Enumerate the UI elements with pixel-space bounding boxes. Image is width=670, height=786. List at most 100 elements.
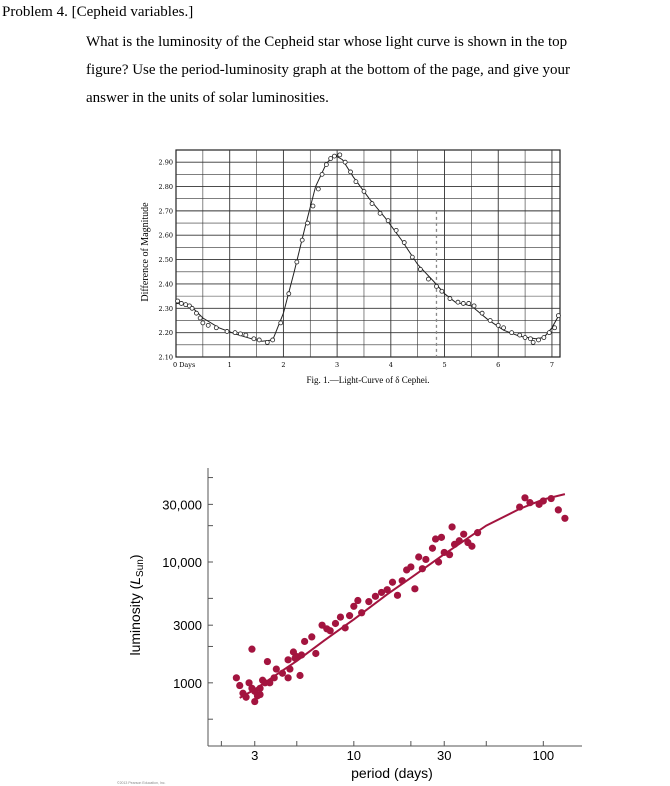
light-curve-point	[487, 318, 493, 323]
light-curve-point	[310, 203, 316, 209]
pl-y-label-symbol: L	[127, 577, 143, 585]
light-curve-point	[361, 188, 367, 194]
light-curve-point	[426, 276, 431, 282]
light-curve-point	[175, 298, 181, 304]
copyright: ©2013 Pearson Education, Inc.	[117, 781, 166, 785]
light-curve-point	[323, 162, 329, 168]
pl-y-label: luminosity (LSun)	[127, 554, 146, 655]
pl-point	[431, 535, 440, 543]
pl-point	[326, 627, 334, 635]
pl-point	[398, 577, 406, 585]
pl-point	[516, 503, 524, 511]
light-curve-point	[294, 259, 300, 265]
light-curve-point	[342, 159, 348, 165]
pl-point	[284, 656, 292, 664]
light-curve-point	[224, 329, 230, 334]
pl-y-tick-label: 1000	[173, 676, 202, 691]
light-curve-point	[337, 152, 343, 158]
light-curve-point	[501, 325, 507, 331]
light-curve-point	[385, 218, 391, 224]
light-curve-point	[319, 171, 325, 177]
pl-point	[251, 697, 259, 706]
light-curve-point	[286, 291, 292, 297]
light-curve-frame	[175, 149, 561, 358]
pl-point	[354, 596, 362, 605]
pl-x-tick-label: 3	[251, 748, 258, 763]
light-curve-point	[270, 337, 276, 343]
period-luminosity-chart: 1000 3000 10,000 30,000 3 10 30 100 period (da…	[117, 468, 582, 785]
pl-point	[256, 684, 264, 692]
pl-point	[460, 530, 468, 538]
pl-point	[418, 565, 426, 573]
light-curve-point	[205, 322, 211, 328]
pl-point	[336, 613, 345, 621]
pl-point	[242, 693, 250, 701]
light-curve-point	[455, 299, 461, 305]
light-curve-point	[200, 320, 206, 326]
light-curve-point	[251, 336, 257, 342]
light-curve-chart: 2.90 2.80 2.70 2.60 2.50 2.40 2.30 2.20 2.10 0 D…	[140, 149, 561, 385]
light-curve-y-tick-label: 2.80	[159, 183, 173, 191]
light-curve-point	[213, 325, 219, 331]
light-curve-point	[528, 336, 533, 342]
pl-point	[521, 494, 529, 502]
light-curve-point	[353, 179, 359, 185]
pl-x-label: period (days)	[351, 765, 433, 781]
pl-point	[270, 674, 278, 682]
light-curve-point	[377, 210, 383, 216]
light-curve-point	[546, 330, 552, 336]
pl-y-tick-label: 10,000	[162, 555, 202, 570]
light-curve-point	[409, 254, 415, 260]
pl-point	[445, 551, 454, 559]
problem-text-line-3: answer in the units of solar luminositie…	[86, 90, 329, 106]
pl-point	[301, 637, 309, 646]
pl-y-tick-label: 3000	[173, 618, 202, 633]
pl-point	[526, 499, 534, 507]
light-curve-x-tick-label: 7	[550, 361, 554, 369]
pl-point	[547, 494, 555, 503]
light-curve-line	[175, 154, 561, 342]
pl-x-tick-label: 30	[437, 748, 451, 763]
light-curve-x-tick-label: 0 Days	[173, 361, 195, 369]
light-curve-grid	[175, 149, 561, 358]
light-curve-point	[434, 283, 439, 289]
problem-heading: Problem 4. [Cepheid variables.]	[2, 4, 194, 20]
pl-point	[296, 671, 304, 680]
light-curve-x-tick-label: 2	[281, 361, 285, 369]
pl-point	[245, 679, 253, 687]
light-curve-point	[256, 337, 262, 343]
light-curve-point	[278, 320, 284, 326]
pl-point	[422, 555, 430, 564]
light-curve-x-tick-label: 4	[389, 361, 393, 369]
light-curve-y-ticks: 2.90 2.80 2.70 2.60 2.50 2.40 2.30 2.20 2.10	[159, 159, 173, 362]
light-curve-point	[305, 220, 310, 226]
light-curve-point	[369, 201, 375, 206]
light-curve-point	[328, 156, 334, 161]
light-curve-x-tick-label: 5	[442, 361, 446, 369]
light-curve-x-tick-label: 6	[496, 361, 500, 369]
pl-point	[312, 649, 320, 658]
pl-point	[341, 624, 349, 632]
pl-point	[448, 523, 456, 531]
pl-y-label-sub: Sun	[135, 559, 146, 577]
light-curve-point	[197, 315, 203, 321]
light-curve-x-tick-label: 1	[228, 361, 232, 369]
light-curve-point	[232, 330, 238, 336]
pl-point	[272, 665, 280, 673]
light-curve-point	[471, 303, 477, 309]
pl-x-ticks: 3 10 30 100	[251, 741, 554, 763]
light-curve-point	[439, 288, 445, 294]
light-curve-y-tick-label: 2.10	[159, 354, 173, 362]
light-curve-y-tick-label: 2.40	[159, 280, 173, 288]
pl-point	[291, 654, 299, 662]
light-curve-point	[509, 330, 515, 336]
light-curve-point	[541, 335, 547, 340]
pl-points	[232, 494, 569, 706]
pl-point	[232, 674, 240, 682]
pl-point	[278, 669, 287, 677]
pl-point	[383, 586, 391, 594]
pl-point	[468, 542, 476, 550]
pl-point	[535, 500, 543, 508]
light-curve-point	[264, 339, 270, 345]
pl-point	[284, 674, 292, 682]
